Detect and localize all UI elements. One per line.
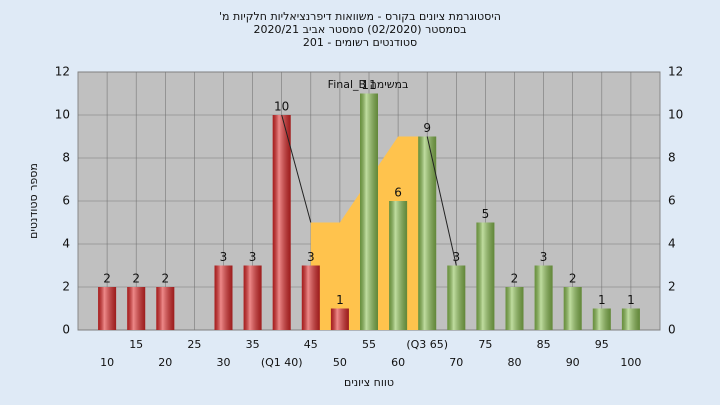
- y2-tick-label: 8: [668, 151, 676, 165]
- y-tick-label: 8: [62, 151, 70, 165]
- bar-shine: [272, 115, 291, 330]
- y2-tick-label: 6: [668, 194, 676, 208]
- x-tick-label: 55: [362, 338, 376, 351]
- x-tick-label: 45: [304, 338, 318, 351]
- bar-shine: [389, 201, 408, 330]
- bar-shine: [534, 265, 553, 330]
- value-label: 3: [220, 250, 228, 264]
- x-tick-label: 70: [449, 356, 463, 369]
- x-axis-label: טווח ציונים: [344, 376, 394, 389]
- bar-shine: [301, 265, 320, 330]
- x-tick-label: 30: [217, 356, 231, 369]
- bar-shine: [505, 287, 524, 330]
- y-tick-label: 10: [55, 108, 70, 122]
- value-label: 1: [336, 293, 344, 307]
- bar-shine: [330, 308, 349, 330]
- value-label: 10: [274, 100, 289, 114]
- value-label: 2: [511, 272, 519, 286]
- value-label: 6: [394, 186, 402, 200]
- x-tick-label: 85: [537, 338, 551, 351]
- y2-tick-label: 12: [668, 65, 683, 79]
- bar-shine: [127, 287, 146, 330]
- value-label: 2: [161, 272, 169, 286]
- x-tick-label: 25: [187, 338, 201, 351]
- y-axis-label: מספר סטודנטים: [27, 163, 40, 239]
- bar-shine: [214, 265, 233, 330]
- value-label: 5: [482, 207, 490, 221]
- y-tick-label: 6: [62, 194, 70, 208]
- bar-shine: [156, 287, 175, 330]
- trend-line: [426, 136, 457, 266]
- x-tick-label: 20: [158, 356, 172, 369]
- x-tick-label: 15: [129, 338, 143, 351]
- bar-shine: [98, 287, 117, 330]
- x-tick-label: 90: [566, 356, 580, 369]
- x-tick-label: 80: [508, 356, 522, 369]
- value-label: 9: [423, 121, 431, 135]
- y-tick-label: 2: [62, 280, 70, 294]
- y2-tick-label: 2: [668, 280, 676, 294]
- y2-tick-label: 10: [668, 108, 683, 122]
- title-line: 'היסטוגרמת ציונים בקורס - משוואות דיפרנצ…: [219, 10, 501, 23]
- x-tick-label: 75: [478, 338, 492, 351]
- trend-line: [281, 114, 312, 223]
- annotation: Final_B במשימה: [328, 78, 409, 91]
- y-tick-label: 12: [55, 65, 70, 79]
- value-label: 3: [452, 250, 460, 264]
- bar-shine: [621, 308, 640, 330]
- title-line: בסמסטר (02/2020) סמסטר אביב 2020/21: [253, 23, 466, 36]
- bar-shine: [476, 222, 495, 330]
- x-tick-label: 100: [620, 356, 641, 369]
- value-label: 11: [361, 78, 376, 92]
- value-label: 3: [307, 250, 315, 264]
- x-tick-label: (Q1 40): [261, 356, 303, 369]
- value-label: 3: [249, 250, 257, 264]
- x-tick-label: 10: [100, 356, 114, 369]
- x-tick-label: 50: [333, 356, 347, 369]
- bar-shine: [447, 265, 466, 330]
- y-tick-label: 4: [62, 237, 70, 251]
- value-label: 2: [132, 272, 140, 286]
- bar-shine: [563, 287, 582, 330]
- value-label: 3: [540, 250, 548, 264]
- bar-shine: [360, 93, 378, 330]
- y2-tick-label: 4: [668, 237, 676, 251]
- y2-tick-label: 0: [668, 323, 676, 337]
- value-label: 2: [569, 272, 577, 286]
- value-label: 1: [598, 293, 606, 307]
- x-tick-label: 35: [246, 338, 260, 351]
- value-label: 2: [103, 272, 111, 286]
- bar-shine: [243, 265, 262, 330]
- value-label: 1: [627, 293, 635, 307]
- bar-shine: [418, 136, 437, 330]
- title-line: סטודנטים רשומים - 201: [303, 36, 417, 49]
- bar-shine: [592, 308, 611, 330]
- x-tick-label: 60: [391, 356, 405, 369]
- x-tick-label: (Q3 65): [406, 338, 448, 351]
- x-tick-label: 95: [595, 338, 609, 351]
- y-tick-label: 0: [62, 323, 70, 337]
